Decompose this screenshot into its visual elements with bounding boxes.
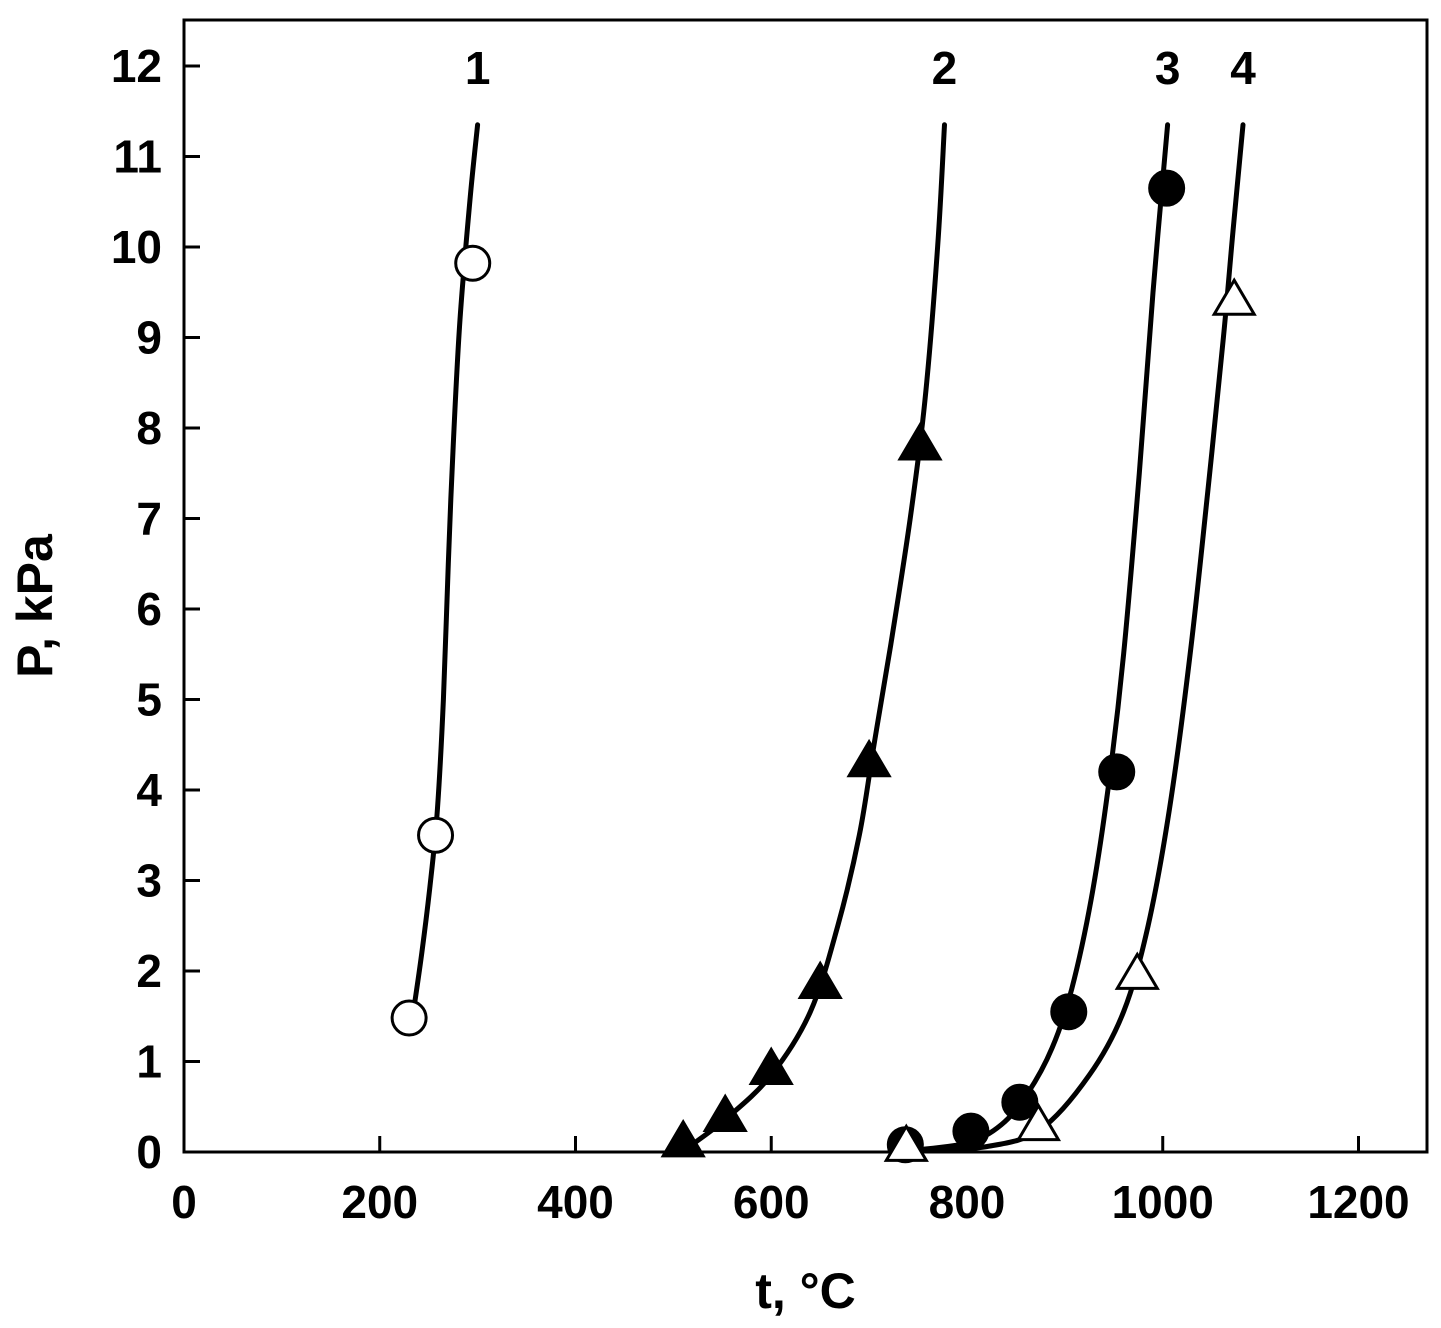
y-tick-label: 5 [136, 674, 162, 726]
series-3-line [910, 122, 1171, 1153]
series-4-point [883, 1123, 929, 1162]
series-2-point [702, 1093, 748, 1132]
series-1-point [417, 816, 455, 854]
series-1-label: 1 [465, 42, 491, 94]
y-tick-label: 12 [111, 40, 162, 92]
x-tick-label: 200 [341, 1176, 418, 1228]
x-tick-label: 600 [733, 1176, 810, 1228]
series-4-point [1015, 1102, 1062, 1142]
series-4-point [1114, 951, 1160, 990]
y-axis-label: P, kPa [7, 533, 63, 678]
y-tick-label: 0 [136, 1126, 162, 1178]
x-tick-label: 0 [171, 1176, 197, 1228]
y-tick-label: 6 [136, 583, 162, 635]
series-markers [390, 169, 1257, 1164]
x-tick-label: 800 [929, 1176, 1006, 1228]
series-3-point [1098, 753, 1136, 791]
y-tick-label: 8 [136, 402, 162, 454]
x-tick-label: 400 [537, 1176, 614, 1228]
y-tick-label: 11 [113, 131, 162, 183]
series-4-label: 4 [1230, 42, 1256, 94]
y-tick-label: 2 [136, 945, 162, 997]
y-tick-label: 9 [136, 312, 162, 364]
x-tick-label: 1200 [1307, 1176, 1409, 1228]
series-3-point [952, 1112, 990, 1150]
series-2-label: 2 [932, 42, 958, 94]
series-2-point [846, 738, 892, 778]
series-3-point [1050, 993, 1088, 1031]
series-2-point [897, 422, 943, 461]
series-3-point [1001, 1083, 1039, 1121]
y-tick-label: 1 [136, 1036, 162, 1088]
x-axis-label: t, °C [755, 1263, 856, 1319]
series-4-point [1211, 277, 1257, 316]
plot-border [182, 18, 1429, 1154]
x-tick-label: 1000 [1112, 1176, 1214, 1228]
series-2-point [797, 960, 843, 999]
y-tick-label: 3 [136, 855, 162, 907]
series-3-label: 3 [1155, 42, 1181, 94]
x-axis-ticks: 0 200 400 600 800 1000 1200 [171, 1136, 1410, 1228]
series-2-point [748, 1046, 794, 1085]
series-1-point [454, 244, 492, 282]
y-tick-label: 7 [136, 493, 162, 545]
y-tick-label: 4 [136, 764, 162, 816]
y-tick-label: 10 [111, 221, 162, 273]
series-2-point [660, 1118, 706, 1158]
plot-frame [182, 18, 1429, 1154]
series-1-point [390, 999, 428, 1037]
series-3-point [1148, 169, 1186, 207]
